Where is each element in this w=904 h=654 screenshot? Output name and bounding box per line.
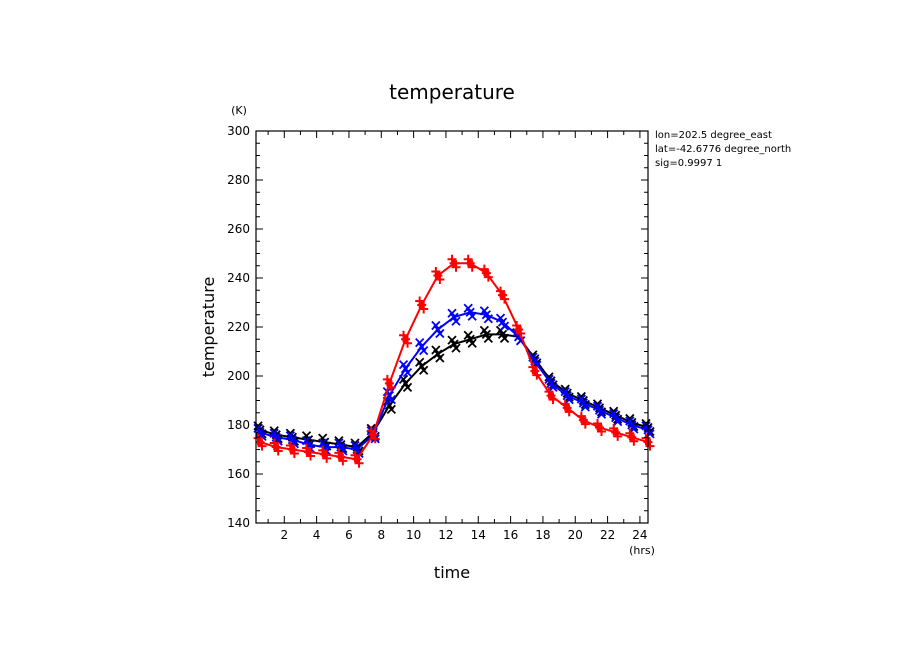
y-axis-title: temperature [199, 277, 218, 378]
data-point-black-12 [447, 335, 461, 353]
data-point-red-14 [479, 264, 493, 282]
x-tick-label-24: 24 [632, 528, 647, 542]
x-tick-label-20: 20 [568, 528, 583, 542]
y-tick-label-280: 280 [227, 173, 250, 187]
data-point-red-20 [576, 411, 590, 429]
data-point-blue-20 [576, 394, 590, 412]
plot-area [256, 131, 648, 523]
data-point-blue-10 [415, 337, 429, 356]
x-tick-label-14: 14 [471, 528, 486, 542]
data-point-red-16 [512, 320, 526, 338]
x-tick-label-4: 4 [313, 528, 321, 542]
info-line-lon: lon=202.5 degree_east [655, 130, 772, 141]
series-layer [253, 254, 655, 468]
data-point-red-4 [318, 445, 332, 463]
data-point-blue-14 [479, 306, 493, 324]
x-axis-unit: (hrs) [629, 544, 655, 557]
y-tick-label-160: 160 [227, 467, 250, 481]
data-point-blue-21 [592, 401, 607, 419]
data-point-black-10 [415, 357, 429, 375]
y-tick-label-200: 200 [227, 369, 250, 383]
x-tick-label-16: 16 [503, 528, 518, 542]
data-point-red-3 [302, 443, 316, 461]
data-point-red-17 [528, 362, 542, 380]
data-point-red-19 [560, 399, 574, 417]
data-point-blue-22 [609, 409, 623, 427]
location-info: lon=202.5 degree_east lat=-42.6776 degre… [655, 130, 791, 169]
x-tick-label-12: 12 [438, 528, 453, 542]
data-point-blue-0 [253, 423, 267, 441]
info-line-lat: lat=-42.6776 degree_north [655, 144, 791, 155]
y-tick-label-220: 220 [227, 320, 250, 334]
data-point-blue-5 [334, 438, 348, 456]
axes-layer: 2 4 6 8 10 12 14 16 18 20 22 2414016018020022024026… [227, 124, 649, 542]
data-point-blue-23 [625, 416, 639, 434]
data-point-blue-15 [495, 313, 510, 331]
data-point-blue-13 [463, 303, 477, 321]
y-tick-label-240: 240 [227, 271, 250, 285]
data-point-red-11 [431, 267, 445, 285]
chart-title: temperature [389, 80, 515, 104]
data-point-blue-19 [560, 386, 574, 405]
x-tick-label-2: 2 [280, 528, 288, 542]
y-tick-label-140: 140 [227, 516, 250, 530]
data-point-red-2 [285, 441, 299, 458]
x-tick-label-6: 6 [345, 528, 353, 542]
x-tick-label-22: 22 [600, 528, 615, 542]
data-point-red-13 [463, 254, 477, 272]
data-point-black-9 [398, 374, 413, 392]
data-point-red-7 [366, 426, 380, 444]
data-point-red-1 [269, 438, 283, 456]
data-point-blue-12 [447, 308, 461, 326]
y-axis-unit: (K) [231, 104, 247, 117]
series-red [253, 254, 655, 468]
data-point-blue-18 [544, 374, 558, 392]
data-point-red-9 [399, 330, 413, 348]
x-tick-label-8: 8 [377, 528, 385, 542]
data-point-black-11 [431, 345, 445, 363]
data-point-black-13 [463, 330, 477, 348]
plot-background [256, 131, 648, 523]
data-point-blue-11 [431, 320, 445, 339]
data-point-red-21 [593, 418, 607, 436]
data-point-red-0 [253, 433, 267, 451]
data-point-blue-9 [398, 360, 413, 378]
data-point-red-18 [544, 387, 558, 405]
x-tick-label-10: 10 [406, 528, 421, 542]
data-point-black-14 [479, 325, 493, 343]
y-tick-label-260: 260 [227, 222, 250, 236]
data-point-red-8 [382, 374, 396, 392]
data-point-red-6 [350, 450, 364, 468]
data-point-blue-6 [350, 440, 364, 459]
x-tick-label-18: 18 [535, 528, 550, 542]
data-point-red-5 [334, 448, 348, 466]
y-tick-label-180: 180 [227, 418, 250, 432]
data-point-red-12 [447, 254, 461, 272]
data-point-red-22 [609, 423, 623, 441]
y-tick-label-300: 300 [227, 124, 250, 138]
x-axis-title: time [434, 563, 470, 582]
info-line-sig: sig=0.9997 1 [655, 158, 722, 169]
data-point-red-15 [496, 286, 510, 304]
data-point-red-10 [415, 296, 429, 314]
data-point-red-23 [625, 428, 639, 446]
